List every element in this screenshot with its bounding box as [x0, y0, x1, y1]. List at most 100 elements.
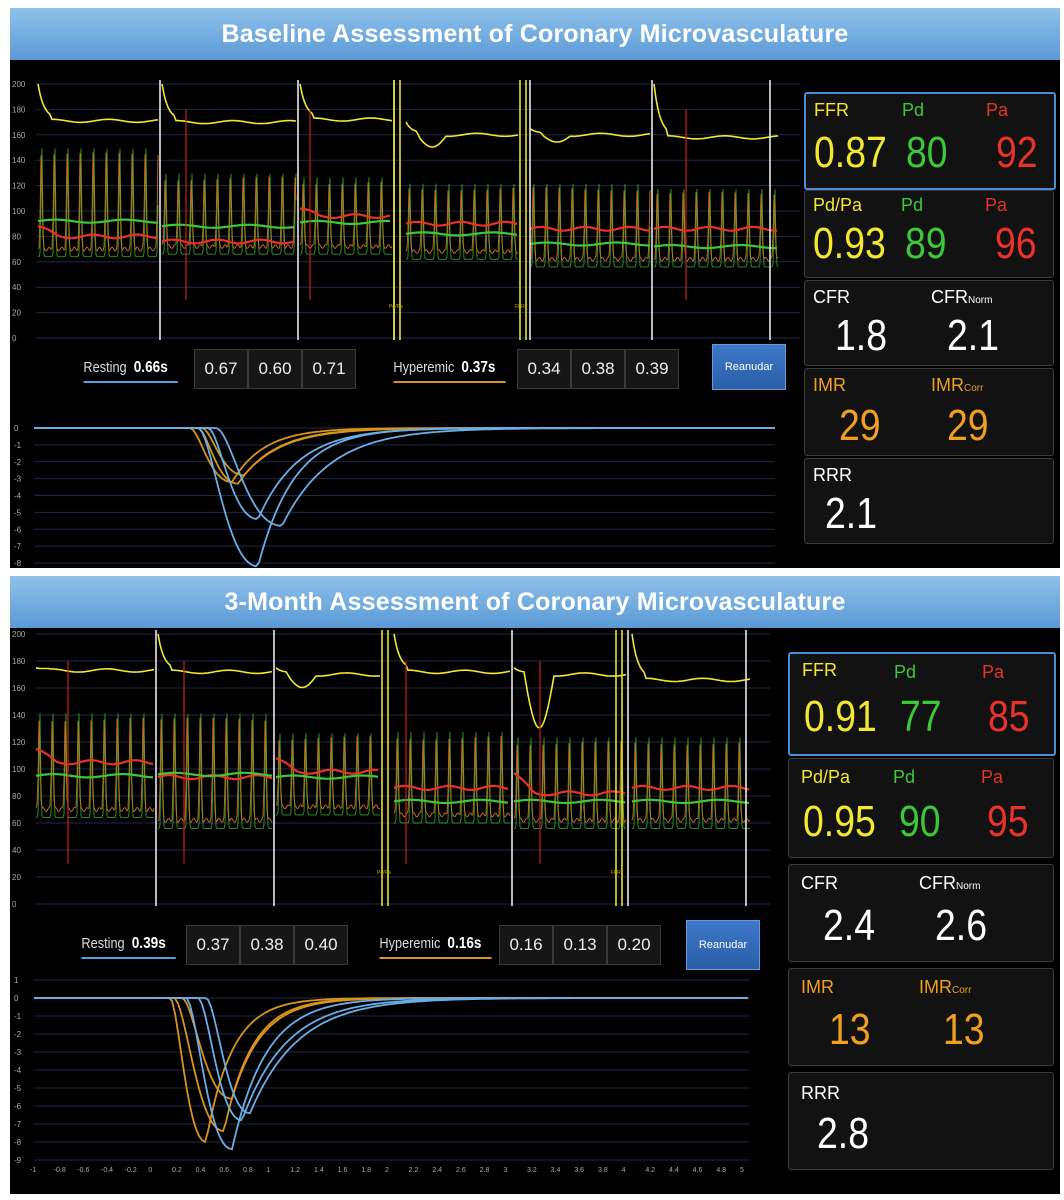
monitor-screen: 200 180 160 140 120 100 80 60 40 20 0 Pd/Pa FFR 1 0 -1… — [10, 628, 770, 1194]
pd-label: Pd — [893, 767, 916, 787]
aortic-pressure-trace — [393, 633, 511, 675]
y-tick-label: 40 — [12, 283, 21, 292]
y-tick-label: 120 — [12, 182, 26, 191]
pdpa-label: Pd/Pa — [801, 767, 851, 787]
three-month-panel: 3-Month Assessment of Coronary Microvasc… — [10, 576, 1060, 1194]
cfr-norm-label: CFRNorm — [931, 287, 993, 307]
y-tick-label: 80 — [12, 232, 21, 241]
y-tick-label: -6 — [14, 525, 22, 534]
imr-corr-value: 13 — [943, 1005, 985, 1054]
y-tick-label: -7 — [14, 542, 22, 551]
ffr-box: FFR Pd Pa 0.87 80 92 — [804, 92, 1056, 190]
aortic-pressure-trace — [529, 127, 651, 143]
aortic-pressure-trace — [161, 83, 297, 125]
distal-mean-pressure-green — [513, 798, 626, 805]
distal-mean-pressure-red — [275, 757, 379, 775]
hyperemic-transit-label: Hyperemic 0.37s — [390, 348, 518, 388]
distal-pulsatile-trace — [653, 188, 779, 268]
reanudar-button[interactable]: Reanudar — [712, 344, 786, 390]
pd-label: Pd — [894, 662, 917, 682]
cfr-label: CFR — [801, 873, 838, 893]
y-tick-label: -1 — [14, 441, 22, 450]
aortic-pulsatile-trace — [157, 717, 273, 824]
imr-label: IMR — [801, 977, 834, 997]
distal-pulsatile-trace — [529, 183, 651, 268]
distal-mean-pressure-red — [393, 784, 509, 792]
y-tick-label: 140 — [12, 711, 26, 720]
y-tick-label: -5 — [14, 1084, 22, 1093]
reanudar-button[interactable]: Reanudar — [686, 920, 760, 970]
pdpa-value: 0.95 — [803, 797, 876, 846]
distal-pulsatile-trace — [299, 177, 393, 255]
x-tick-label: 2.4 — [432, 1167, 442, 1174]
x-tick-label: 3.6 — [574, 1167, 584, 1174]
distal-mean-pressure-green — [35, 772, 154, 779]
x-tick-label: -0.8 — [54, 1167, 66, 1174]
hyperemic-mean: 0.37s — [461, 359, 496, 376]
ffr-pd-value: 80 — [906, 128, 948, 177]
imr-value: 29 — [839, 401, 881, 450]
resting-label: Resting — [83, 359, 127, 376]
monitor-screen: 200 180 160 140 120 100 80 60 40 20 0 Pd/Pa FFR 0 -1-… — [10, 68, 800, 568]
hyperemic-value-2: 0.38 — [571, 349, 625, 389]
distal-mean-pressure-green — [653, 243, 777, 250]
distal-pulsatile-trace — [36, 713, 154, 819]
distal-pulsatile-trace — [276, 733, 380, 816]
x-tick-label: -0.6 — [77, 1167, 89, 1174]
distal-mean-pressure-green — [529, 241, 651, 247]
ffr-value: 0.87 — [814, 128, 887, 177]
pdpa-pd-value: 89 — [905, 219, 947, 268]
x-tick-label: 3.2 — [527, 1167, 537, 1174]
distal-mean-pressure-green — [157, 771, 273, 778]
y-tick-label: -2 — [14, 458, 22, 467]
pa-label: Pa — [982, 662, 1005, 682]
pdpa-pa-value: 96 — [995, 219, 1037, 268]
x-tick-label: 0.6 — [219, 1167, 229, 1174]
panel-title: 3-Month Assessment of Coronary Microvasc… — [10, 576, 1060, 628]
resting-value-3: 0.71 — [302, 349, 356, 389]
imr-corr-label: IMRCorr — [919, 977, 972, 997]
thermodilution-chart: 0 -1 -2 -3 -4 -5 -6 -7 -8 — [14, 424, 775, 568]
rrr-value: 2.1 — [825, 489, 877, 538]
marker-label: Pd/Pa — [377, 870, 391, 876]
x-tick-label: 1 — [267, 1167, 271, 1174]
x-tick-label: 2.6 — [456, 1167, 466, 1174]
aortic-pulsatile-trace — [405, 187, 519, 255]
distal-mean-pressure-red — [631, 784, 750, 792]
cfr-box: CFR CFRNorm 1.8 2.1 — [804, 280, 1054, 366]
y-tick-label: 180 — [12, 657, 26, 666]
y-tick-label: -8 — [14, 1138, 22, 1147]
aortic-pressure-trace — [513, 667, 627, 729]
distal-mean-pressure-red — [513, 772, 626, 797]
resting-label: Resting — [81, 935, 125, 952]
x-tick-label: 2.8 — [480, 1167, 490, 1174]
y-tick-label: 1 — [14, 976, 19, 985]
x-tick-label: 0.2 — [172, 1167, 182, 1174]
y-tick-label: -4 — [14, 1066, 22, 1075]
imr-box: IMR IMRCorr 29 29 — [804, 368, 1054, 456]
aortic-pulsatile-trace — [631, 742, 751, 823]
aortic-pressure-trace — [299, 83, 393, 122]
x-tick-label: 0 — [148, 1167, 152, 1174]
imr-value: 13 — [829, 1005, 871, 1054]
baseline-panel: Baseline Assessment of Coronary Microvas… — [10, 8, 1060, 568]
hyperemic-label: Hyperemic — [393, 359, 455, 376]
x-tick-label: 4 — [622, 1167, 626, 1174]
distal-mean-pressure-red — [299, 207, 391, 220]
marker-label: FFR — [515, 304, 525, 310]
aortic-pulsatile-trace — [393, 735, 511, 818]
resting-value-2: 0.38 — [240, 925, 294, 965]
resting-thermodilution-curve — [34, 997, 748, 1115]
aortic-pulsatile-trace — [529, 186, 651, 262]
y-tick-label: 60 — [12, 258, 21, 267]
aortic-pulsatile-trace — [35, 717, 155, 813]
y-tick-label: 120 — [12, 738, 26, 747]
distal-mean-pressure-red — [529, 225, 651, 232]
x-tick-label: 0.8 — [243, 1167, 253, 1174]
cfr-label: CFR — [813, 287, 850, 307]
x-tick-label: 2.2 — [409, 1167, 419, 1174]
y-tick-label: 200 — [12, 630, 26, 639]
rrr-label: RRR — [813, 465, 852, 485]
resting-mean: 0.39s — [131, 935, 166, 952]
